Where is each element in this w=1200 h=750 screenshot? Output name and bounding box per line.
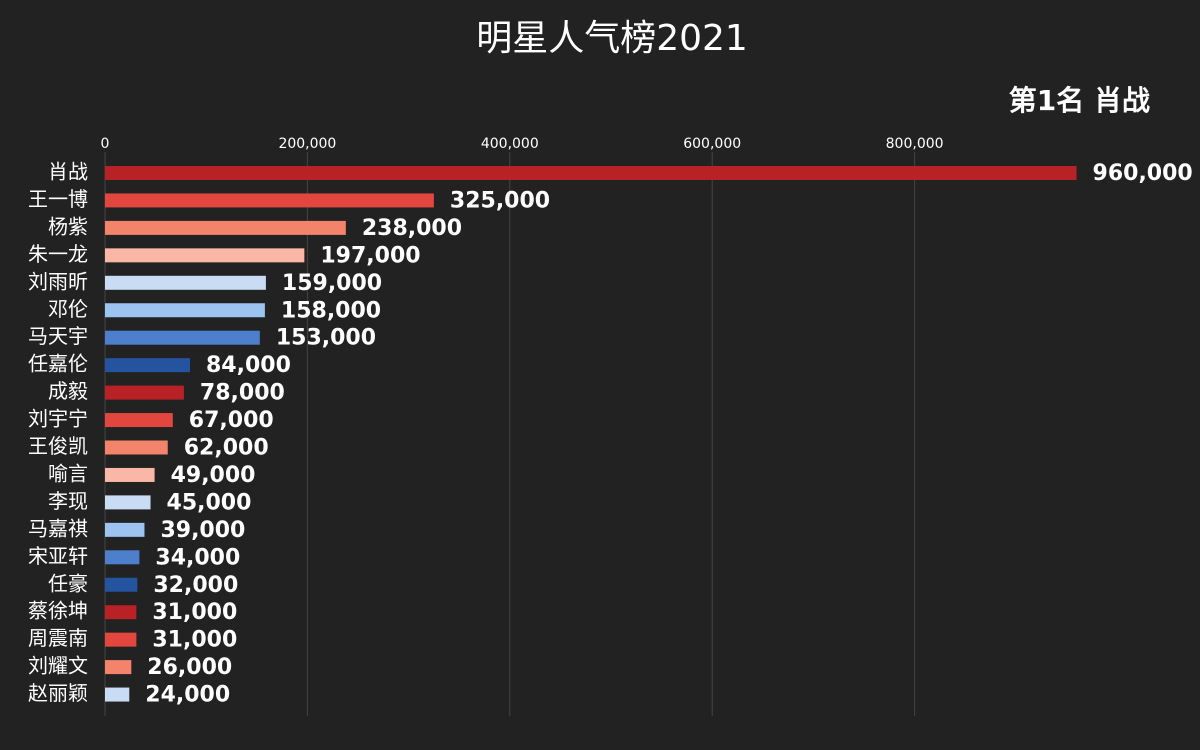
value-label: 238,000 — [362, 216, 462, 241]
value-label: 39,000 — [160, 518, 245, 543]
value-label: 153,000 — [276, 326, 376, 351]
bar — [105, 358, 191, 373]
bar — [105, 495, 151, 510]
x-tick-label: 0 — [101, 136, 110, 152]
bar — [105, 440, 168, 455]
y-tick-label: 刘雨昕 — [28, 269, 88, 293]
bar — [105, 303, 265, 318]
bar — [105, 550, 140, 565]
chart-subtitle: 第1名 肖战 — [1009, 84, 1150, 117]
value-label: 62,000 — [184, 436, 269, 461]
y-tick-label: 刘宇宁 — [28, 407, 88, 431]
y-tick-label: 肖战 — [48, 160, 88, 184]
y-tick-label: 刘耀文 — [28, 654, 88, 678]
value-label: 84,000 — [206, 353, 291, 378]
value-label: 960,000 — [1093, 161, 1193, 186]
y-tick-label: 邓伦 — [48, 297, 88, 321]
x-tick-label: 800,000 — [886, 136, 944, 152]
y-tick-label: 蔡徐坤 — [28, 599, 88, 623]
value-label: 325,000 — [450, 188, 550, 213]
y-tick-label: 王一博 — [28, 187, 88, 211]
y-tick-label: 马嘉祺 — [28, 516, 88, 540]
y-tick-label: 杨紫 — [48, 214, 88, 238]
bar — [105, 577, 138, 592]
x-tick-label: 600,000 — [683, 136, 741, 152]
value-label: 67,000 — [189, 408, 274, 433]
y-tick-label: 成毅 — [48, 379, 88, 403]
y-tick-label: 马天宇 — [28, 324, 88, 348]
value-label: 78,000 — [200, 381, 285, 406]
value-label: 26,000 — [147, 655, 232, 680]
bar — [105, 330, 260, 345]
chart-title: 明星人气榜2021 — [476, 18, 748, 59]
x-tick-label: 400,000 — [481, 136, 539, 152]
value-label: 24,000 — [145, 683, 230, 708]
value-label: 49,000 — [171, 463, 256, 488]
y-tick-label: 王俊凯 — [28, 434, 88, 458]
value-label: 34,000 — [155, 545, 240, 570]
bar — [105, 605, 137, 620]
y-tick-label: 喻言 — [48, 461, 88, 485]
y-tick-label: 任嘉伦 — [28, 352, 88, 376]
value-label: 31,000 — [152, 628, 237, 653]
bar — [105, 632, 137, 647]
y-tick-label: 李现 — [48, 489, 88, 513]
value-label: 32,000 — [153, 573, 238, 598]
bar — [105, 248, 305, 263]
bar — [105, 413, 173, 428]
value-label: 159,000 — [282, 271, 382, 296]
bar — [105, 385, 184, 400]
y-tick-label: 宋亚轩 — [28, 544, 88, 568]
bar — [105, 166, 1077, 180]
x-tick-label: 200,000 — [278, 136, 336, 152]
y-tick-label: 任豪 — [48, 571, 88, 595]
bar — [105, 275, 266, 290]
value-label: 197,000 — [320, 243, 420, 268]
value-label: 31,000 — [152, 600, 237, 625]
value-label: 45,000 — [167, 490, 252, 515]
bar — [105, 687, 130, 702]
y-tick-label: 周震南 — [28, 626, 88, 650]
bar — [105, 522, 145, 537]
bar — [105, 193, 434, 208]
bar — [105, 467, 155, 482]
bar — [105, 220, 346, 235]
y-tick-label: 赵丽颖 — [28, 681, 88, 705]
bar — [105, 660, 132, 675]
y-tick-label: 朱一龙 — [28, 242, 88, 266]
value-label: 158,000 — [281, 298, 381, 323]
